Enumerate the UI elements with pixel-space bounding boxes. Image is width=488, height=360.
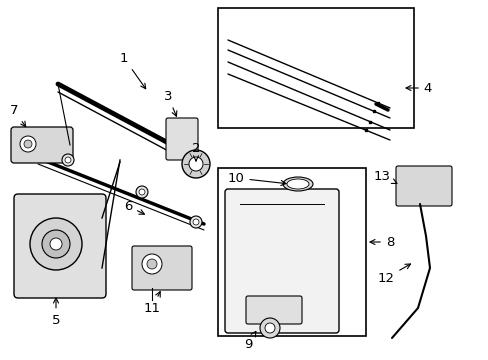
Circle shape xyxy=(136,186,148,198)
Text: 4: 4 xyxy=(405,81,431,94)
Circle shape xyxy=(62,154,74,166)
Text: 7: 7 xyxy=(10,104,26,127)
Circle shape xyxy=(147,259,157,269)
Circle shape xyxy=(182,150,209,178)
Circle shape xyxy=(142,254,162,274)
Circle shape xyxy=(50,238,62,250)
Text: 12: 12 xyxy=(377,264,409,284)
Circle shape xyxy=(264,323,274,333)
Text: 10: 10 xyxy=(227,171,285,185)
Text: 5: 5 xyxy=(52,298,60,327)
Circle shape xyxy=(20,136,36,152)
Circle shape xyxy=(30,218,82,270)
Circle shape xyxy=(190,216,202,228)
Circle shape xyxy=(24,140,32,148)
Text: 13: 13 xyxy=(373,170,396,184)
Ellipse shape xyxy=(286,179,308,189)
FancyBboxPatch shape xyxy=(224,189,338,333)
FancyBboxPatch shape xyxy=(132,246,192,290)
FancyBboxPatch shape xyxy=(245,296,302,324)
FancyBboxPatch shape xyxy=(11,127,73,163)
Text: 3: 3 xyxy=(163,90,177,116)
Circle shape xyxy=(193,219,199,225)
Bar xyxy=(218,8,413,128)
Circle shape xyxy=(260,318,280,338)
FancyBboxPatch shape xyxy=(395,166,451,206)
Text: 9: 9 xyxy=(244,332,255,351)
Circle shape xyxy=(189,157,203,171)
FancyBboxPatch shape xyxy=(165,118,198,160)
Circle shape xyxy=(65,157,71,163)
Bar xyxy=(218,168,365,336)
Text: 1: 1 xyxy=(120,51,145,89)
Text: 11: 11 xyxy=(143,292,160,315)
Text: 2: 2 xyxy=(191,141,200,161)
Text: 8: 8 xyxy=(369,235,393,248)
Circle shape xyxy=(139,189,145,195)
FancyBboxPatch shape xyxy=(14,194,106,298)
Text: 6: 6 xyxy=(123,199,144,214)
Circle shape xyxy=(42,230,70,258)
Ellipse shape xyxy=(283,177,312,191)
